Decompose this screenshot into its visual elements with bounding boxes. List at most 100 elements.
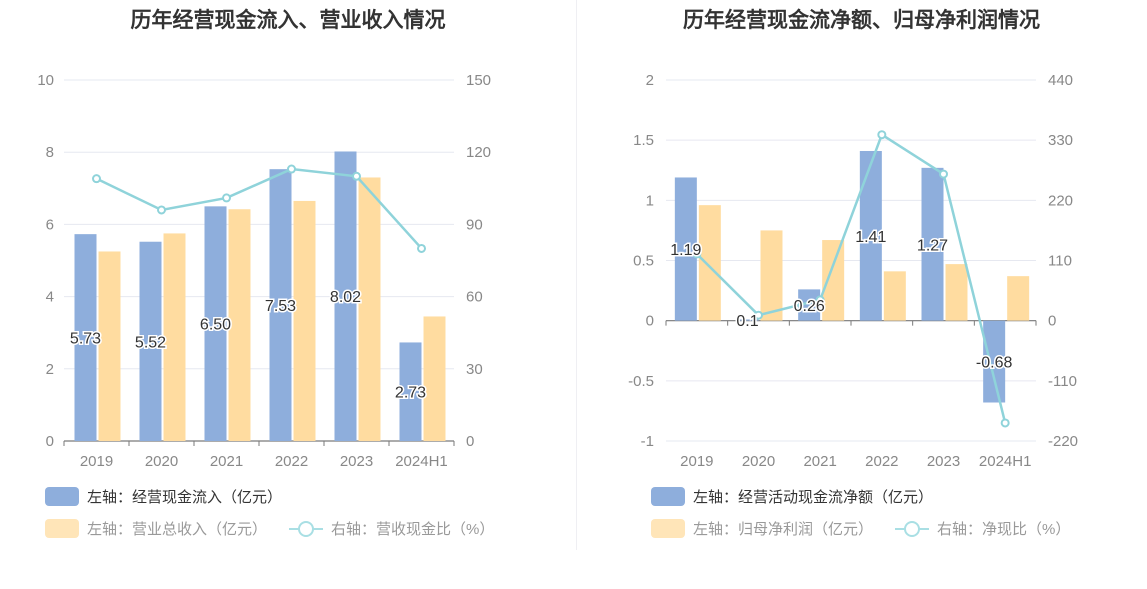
bar-data-label: -0.68	[976, 355, 1013, 372]
legend-item-revenue[interactable]: 左轴：营业总收入（亿元）	[45, 518, 267, 539]
bar-data-label: 0.1	[736, 313, 758, 330]
legend-item-net-profit[interactable]: 左轴：归母净利润（亿元）	[651, 518, 873, 539]
ratio-point	[877, 130, 887, 140]
legend-label: 左轴：经营现金流入（亿元）	[87, 489, 283, 506]
bar-primary	[859, 150, 882, 321]
right-axis-tick-label: 0	[466, 433, 474, 450]
panel-divider	[576, 0, 577, 550]
chart-title: 历年经营现金流净额、归母净利润情况	[683, 9, 1040, 32]
bar-data-label: 5.52	[135, 334, 166, 351]
category-label: 2019	[80, 453, 113, 470]
bar-secondary	[1007, 276, 1030, 321]
chart-canvas: 2 440 1.5 330 1 220 0.5 110 0 0 -0.5 -110 -1 -220 2019…	[628, 72, 1078, 470]
right-axis-tick-label: -110	[1048, 373, 1077, 390]
right-axis-tick-label: 150	[466, 72, 491, 89]
right-axis-tick-label: 110	[1048, 253, 1072, 270]
bar-primary	[139, 241, 162, 441]
bar-primary	[921, 167, 944, 321]
chart-panel-cash-inflow: 历年经营现金流入、营业收入情况 10 150 8 120 6 90 4 60 2 30 0 0 2019…	[0, 0, 576, 560]
bar-data-label: 2.73	[395, 385, 426, 402]
bar-data-label: 0.26	[794, 298, 825, 315]
ratio-point	[157, 205, 166, 215]
left-axis-tick-label: 1	[646, 192, 654, 209]
bar-data-label: 6.50	[200, 317, 231, 334]
left-axis-tick-label: 0.5	[633, 253, 654, 270]
category-label: 2024H1	[395, 453, 448, 470]
category-label: 2022	[865, 453, 898, 470]
left-axis-tick-label: 8	[46, 144, 54, 161]
bar-secondary	[945, 264, 968, 321]
bar-primary	[334, 151, 357, 441]
legend-row-2: 左轴：营业总收入（亿元） 右轴：营收现金比（%）	[45, 518, 516, 539]
legend-label: 右轴：营收现金比（%）	[331, 521, 495, 538]
bar-data-label: 1.19	[670, 242, 701, 259]
right-axis-tick-label: -220	[1048, 433, 1078, 450]
ratio-point	[815, 295, 825, 305]
left-axis-tick-label: 1.5	[633, 132, 654, 149]
left-axis-tick-label: 2	[646, 72, 654, 89]
bar-primary	[269, 169, 292, 442]
ratio-point	[754, 310, 763, 320]
ratio-point	[92, 174, 101, 184]
chart-canvas: 10 150 8 120 6 90 4 60 2 30 0 0 2019 2020 2021 2022 2023…	[37, 72, 491, 470]
ratio-point	[692, 249, 702, 259]
bar-secondary	[883, 271, 906, 321]
right-axis-tick-label: 90	[466, 216, 483, 233]
legend-item-net-cash-ratio[interactable]: 右轴：净现比（%）	[895, 518, 1070, 539]
right-axis-tick-label: 220	[1048, 192, 1073, 209]
bar-secondary	[163, 233, 186, 441]
left-axis-tick-label: -0.5	[628, 373, 654, 390]
ratio-point	[352, 171, 361, 181]
ratio-point	[939, 169, 948, 179]
bar-data-label: 1.27	[917, 237, 948, 254]
legend-item-cash-inflow[interactable]: 左轴：经营现金流入（亿元）	[45, 486, 282, 507]
left-axis-tick-label: 6	[46, 216, 54, 233]
bar-data-label: 5.73	[70, 331, 101, 348]
right-axis-tick-label: 330	[1048, 132, 1073, 149]
legend-label: 左轴：经营活动现金流净额（亿元）	[693, 489, 934, 506]
right-axis-tick-label: 30	[466, 361, 483, 378]
right-axis-tick-label: 440	[1048, 72, 1073, 89]
legend-row-1: 左轴：经营活动现金流净额（亿元）	[651, 486, 955, 507]
bar-secondary	[358, 177, 381, 441]
bar-primary	[674, 177, 697, 321]
bar-data-label: 1.41	[855, 229, 886, 246]
legend-line-swatch	[289, 519, 324, 538]
bar-primary	[798, 289, 821, 321]
left-axis-tick-label: -1	[641, 433, 654, 450]
right-axis-tick-label: 60	[466, 289, 483, 306]
bar-primary	[983, 320, 1006, 403]
legend-item-ratio[interactable]: 右轴：营收现金比（%）	[289, 518, 494, 539]
legend-label: 左轴：营业总收入（亿元）	[87, 521, 268, 538]
ratio-line	[695, 132, 1007, 424]
legend-swatch	[651, 519, 685, 538]
category-label: 2020	[742, 453, 775, 470]
category-label: 2021	[803, 453, 836, 470]
bar-secondary	[760, 230, 783, 321]
ratio-point	[417, 243, 426, 253]
right-axis-tick-label: 0	[1048, 313, 1056, 330]
right-axis-tick-label: 120	[466, 144, 491, 161]
ratio-point	[287, 164, 296, 174]
bar-primary	[736, 319, 759, 321]
left-axis-tick-label: 0	[646, 313, 654, 330]
ratio-point	[1000, 418, 1010, 428]
bar-secondary	[698, 205, 721, 321]
bar-primary	[399, 342, 422, 441]
legend-swatch	[45, 487, 79, 506]
category-label: 2021	[210, 453, 243, 470]
legend-swatch	[45, 519, 79, 538]
left-axis-tick-label: 10	[37, 72, 54, 89]
bar-data-label: 8.02	[330, 289, 361, 306]
legend-swatch	[651, 487, 685, 506]
legend-row-2: 左轴：归母净利润（亿元） 右轴：净现比（%）	[651, 518, 1092, 539]
category-label: 2022	[275, 453, 308, 470]
legend-item-net-cash[interactable]: 左轴：经营活动现金流净额（亿元）	[651, 486, 933, 507]
bar-primary	[74, 234, 97, 441]
bar-secondary	[423, 316, 446, 441]
ratio-point	[222, 193, 231, 203]
legend-label: 右轴：净现比（%）	[937, 521, 1071, 538]
legend-row-1: 左轴：经营现金流入（亿元）	[45, 486, 304, 507]
bar-secondary	[822, 240, 845, 321]
category-label: 2019	[680, 453, 713, 470]
